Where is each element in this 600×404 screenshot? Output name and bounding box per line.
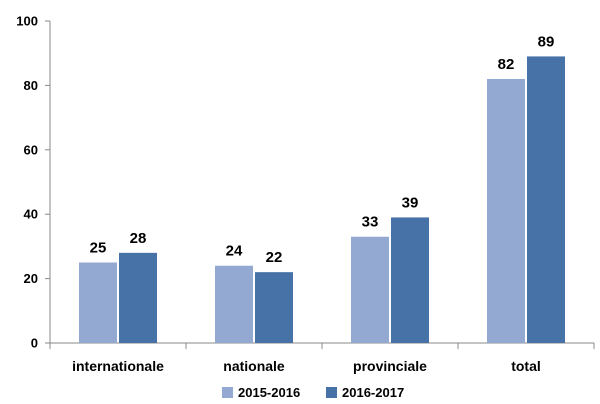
data-label: 33 [362,214,379,231]
data-label: 82 [498,56,515,73]
y-tick-label: 0 [31,336,38,351]
legend-label: 2016-2017 [342,385,404,400]
data-label: 25 [90,240,107,257]
y-tick-label: 20 [24,271,38,286]
data-label: 24 [226,243,243,260]
bar [79,262,117,343]
bar [215,265,253,343]
y-tick-label: 80 [24,78,38,93]
data-label: 22 [266,249,283,266]
legend: 2015-2016 2016-2017 [222,385,404,400]
x-tick-label: internationale [72,358,164,374]
x-axis: internationale nationale provinciale total [49,342,595,374]
bar [487,78,525,344]
data-labels: 25 28 24 22 33 39 82 89 [90,33,555,266]
x-tick-label: nationale [223,358,285,374]
data-label: 39 [402,194,419,211]
y-axis: 0 20 40 60 80 100 [16,14,51,351]
x-tick-label: total [511,358,541,374]
legend-swatch [326,387,337,398]
bar [351,236,389,343]
bar [527,56,565,344]
data-label: 89 [538,33,555,50]
legend-label: 2015-2016 [238,385,300,400]
x-tick-label: provinciale [353,358,427,374]
y-tick-label: 60 [24,142,38,157]
legend-swatch [222,387,233,398]
y-tick-label: 40 [24,207,38,222]
bar [391,217,429,343]
bar [119,252,157,343]
bars [79,56,565,344]
bar [255,272,293,343]
y-tick-label: 100 [16,14,38,29]
data-label: 28 [130,230,147,247]
